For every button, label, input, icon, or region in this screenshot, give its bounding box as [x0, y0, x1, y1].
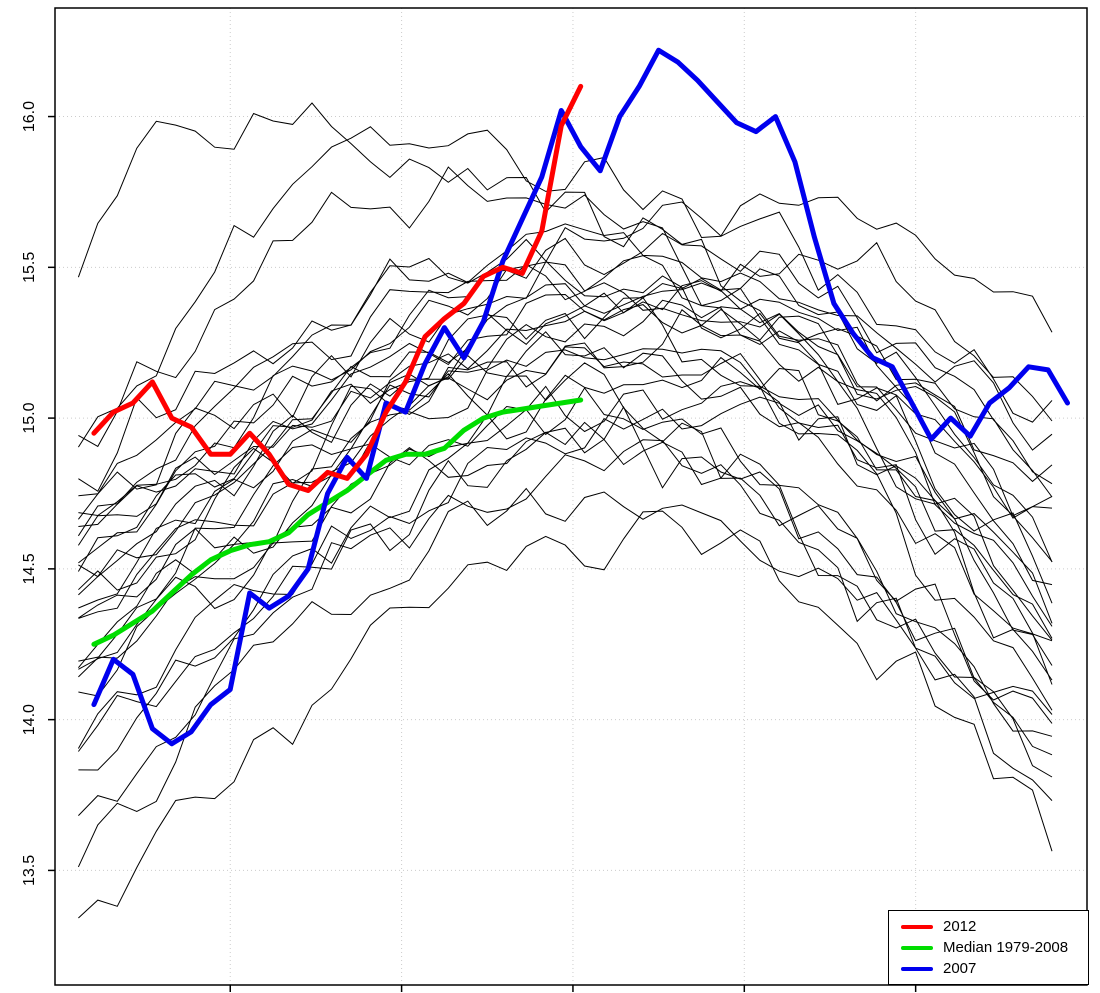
y-axis-tick-label: 15.0	[21, 402, 38, 433]
plot-border	[54, 7, 1088, 986]
background-year-line	[77, 255, 1053, 641]
legend-label-median: Median 1979-2008	[943, 939, 1069, 956]
background-year-line	[78, 238, 1053, 519]
background-year-line	[77, 396, 1053, 749]
background-year-line	[78, 299, 1053, 678]
background-year-line	[78, 381, 1053, 681]
y-axis-tick-label: 14.5	[21, 553, 38, 584]
legend-line-sample-2012	[901, 924, 933, 929]
background-year-line	[78, 241, 1053, 609]
y-axis-tick-label: 13.5	[21, 855, 38, 886]
background-year-line	[78, 166, 1053, 604]
legend-line-sample-2007	[901, 966, 933, 971]
legend-item-2012: 2012	[901, 918, 1084, 936]
background-year-line	[77, 102, 1053, 483]
legend-label-2012: 2012	[943, 918, 977, 935]
y-axis-tick-label: 15.5	[21, 252, 38, 283]
legend-item-median: Median 1979-2008	[901, 939, 1084, 957]
background-year-line	[78, 348, 1053, 697]
legend-label-2007: 2007	[943, 960, 977, 977]
series-line-2012	[91, 83, 584, 493]
legend: 2012 Median 1979-2008 2007	[888, 910, 1089, 985]
legend-item-2007: 2007	[901, 960, 1084, 978]
background-year-line	[77, 268, 1053, 563]
y-axis-tick-label: 16.0	[21, 101, 38, 132]
series-line-median-1979-2008	[91, 397, 584, 647]
background-year-line	[78, 346, 1053, 685]
background-year-line	[77, 487, 1053, 868]
background-year-line	[78, 193, 1053, 517]
background-year-line	[78, 261, 1053, 627]
y-axis-tick-label: 14.0	[21, 704, 38, 735]
background-year-line	[78, 232, 1053, 564]
background-year-line	[78, 309, 1053, 619]
legend-line-sample-median	[901, 945, 933, 950]
background-year-line	[78, 331, 1053, 642]
background-year-line	[78, 223, 1053, 497]
background-year-line	[78, 510, 1053, 919]
background-year-line	[78, 293, 1053, 527]
background-year-line	[78, 421, 1053, 778]
series-line-2007	[91, 47, 1070, 747]
background-year-line	[77, 297, 1053, 711]
background-year-line	[77, 126, 1053, 448]
background-year-line	[78, 282, 1053, 596]
background-year-line	[78, 439, 1053, 816]
